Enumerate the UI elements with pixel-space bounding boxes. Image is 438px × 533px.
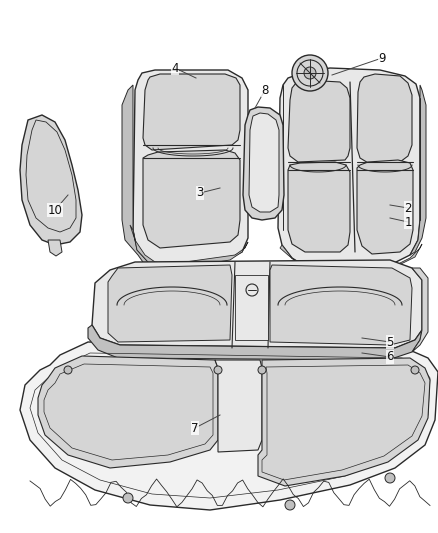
Circle shape [411,366,419,374]
Polygon shape [130,225,248,270]
Polygon shape [357,160,413,254]
Polygon shape [288,80,350,162]
Polygon shape [108,265,232,342]
Polygon shape [20,115,82,245]
Polygon shape [143,74,240,150]
Polygon shape [88,325,422,360]
Polygon shape [280,244,422,275]
Polygon shape [38,356,218,468]
Polygon shape [357,74,412,164]
Text: 7: 7 [191,422,199,434]
Circle shape [304,67,316,79]
Polygon shape [249,113,279,212]
Text: 3: 3 [196,187,204,199]
Polygon shape [410,85,426,255]
Circle shape [385,473,395,483]
Circle shape [64,366,72,374]
Text: 6: 6 [386,351,394,364]
Polygon shape [235,275,268,340]
Polygon shape [92,260,422,348]
Polygon shape [48,240,62,256]
Polygon shape [270,265,412,345]
Text: 9: 9 [378,52,386,64]
Polygon shape [258,358,430,486]
Circle shape [292,55,328,91]
Circle shape [285,500,295,510]
Circle shape [214,366,222,374]
Polygon shape [133,70,248,268]
Polygon shape [215,360,262,452]
Text: 10: 10 [48,204,63,216]
Polygon shape [20,342,438,510]
Text: 5: 5 [386,335,394,349]
Text: 2: 2 [404,201,412,214]
Circle shape [258,366,266,374]
Polygon shape [122,85,150,268]
Polygon shape [243,107,284,220]
Polygon shape [412,268,428,352]
Circle shape [123,493,133,503]
Text: 1: 1 [404,215,412,229]
Polygon shape [278,68,420,272]
Text: 8: 8 [261,84,268,96]
Text: 4: 4 [171,61,179,75]
Polygon shape [143,150,240,248]
Polygon shape [288,162,350,252]
